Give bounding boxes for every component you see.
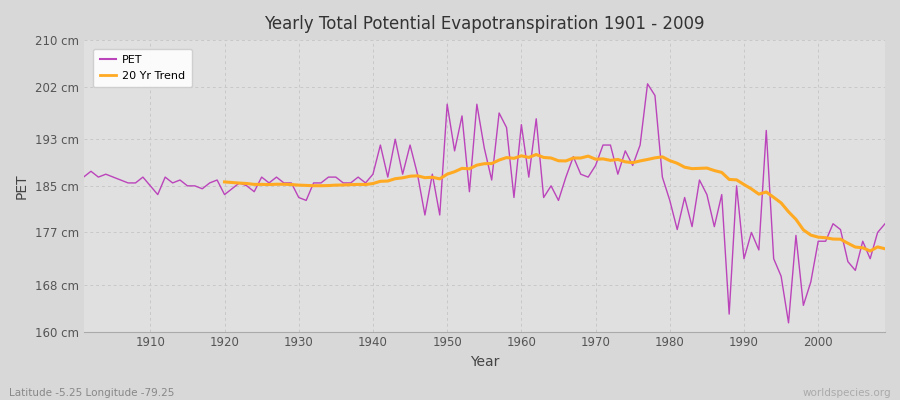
X-axis label: Year: Year [470,355,499,369]
Y-axis label: PET: PET [15,173,29,199]
Text: Latitude -5.25 Longitude -79.25: Latitude -5.25 Longitude -79.25 [9,388,175,398]
Text: worldspecies.org: worldspecies.org [803,388,891,398]
Legend: PET, 20 Yr Trend: PET, 20 Yr Trend [93,48,192,88]
Title: Yearly Total Potential Evapotranspiration 1901 - 2009: Yearly Total Potential Evapotranspiratio… [264,15,705,33]
